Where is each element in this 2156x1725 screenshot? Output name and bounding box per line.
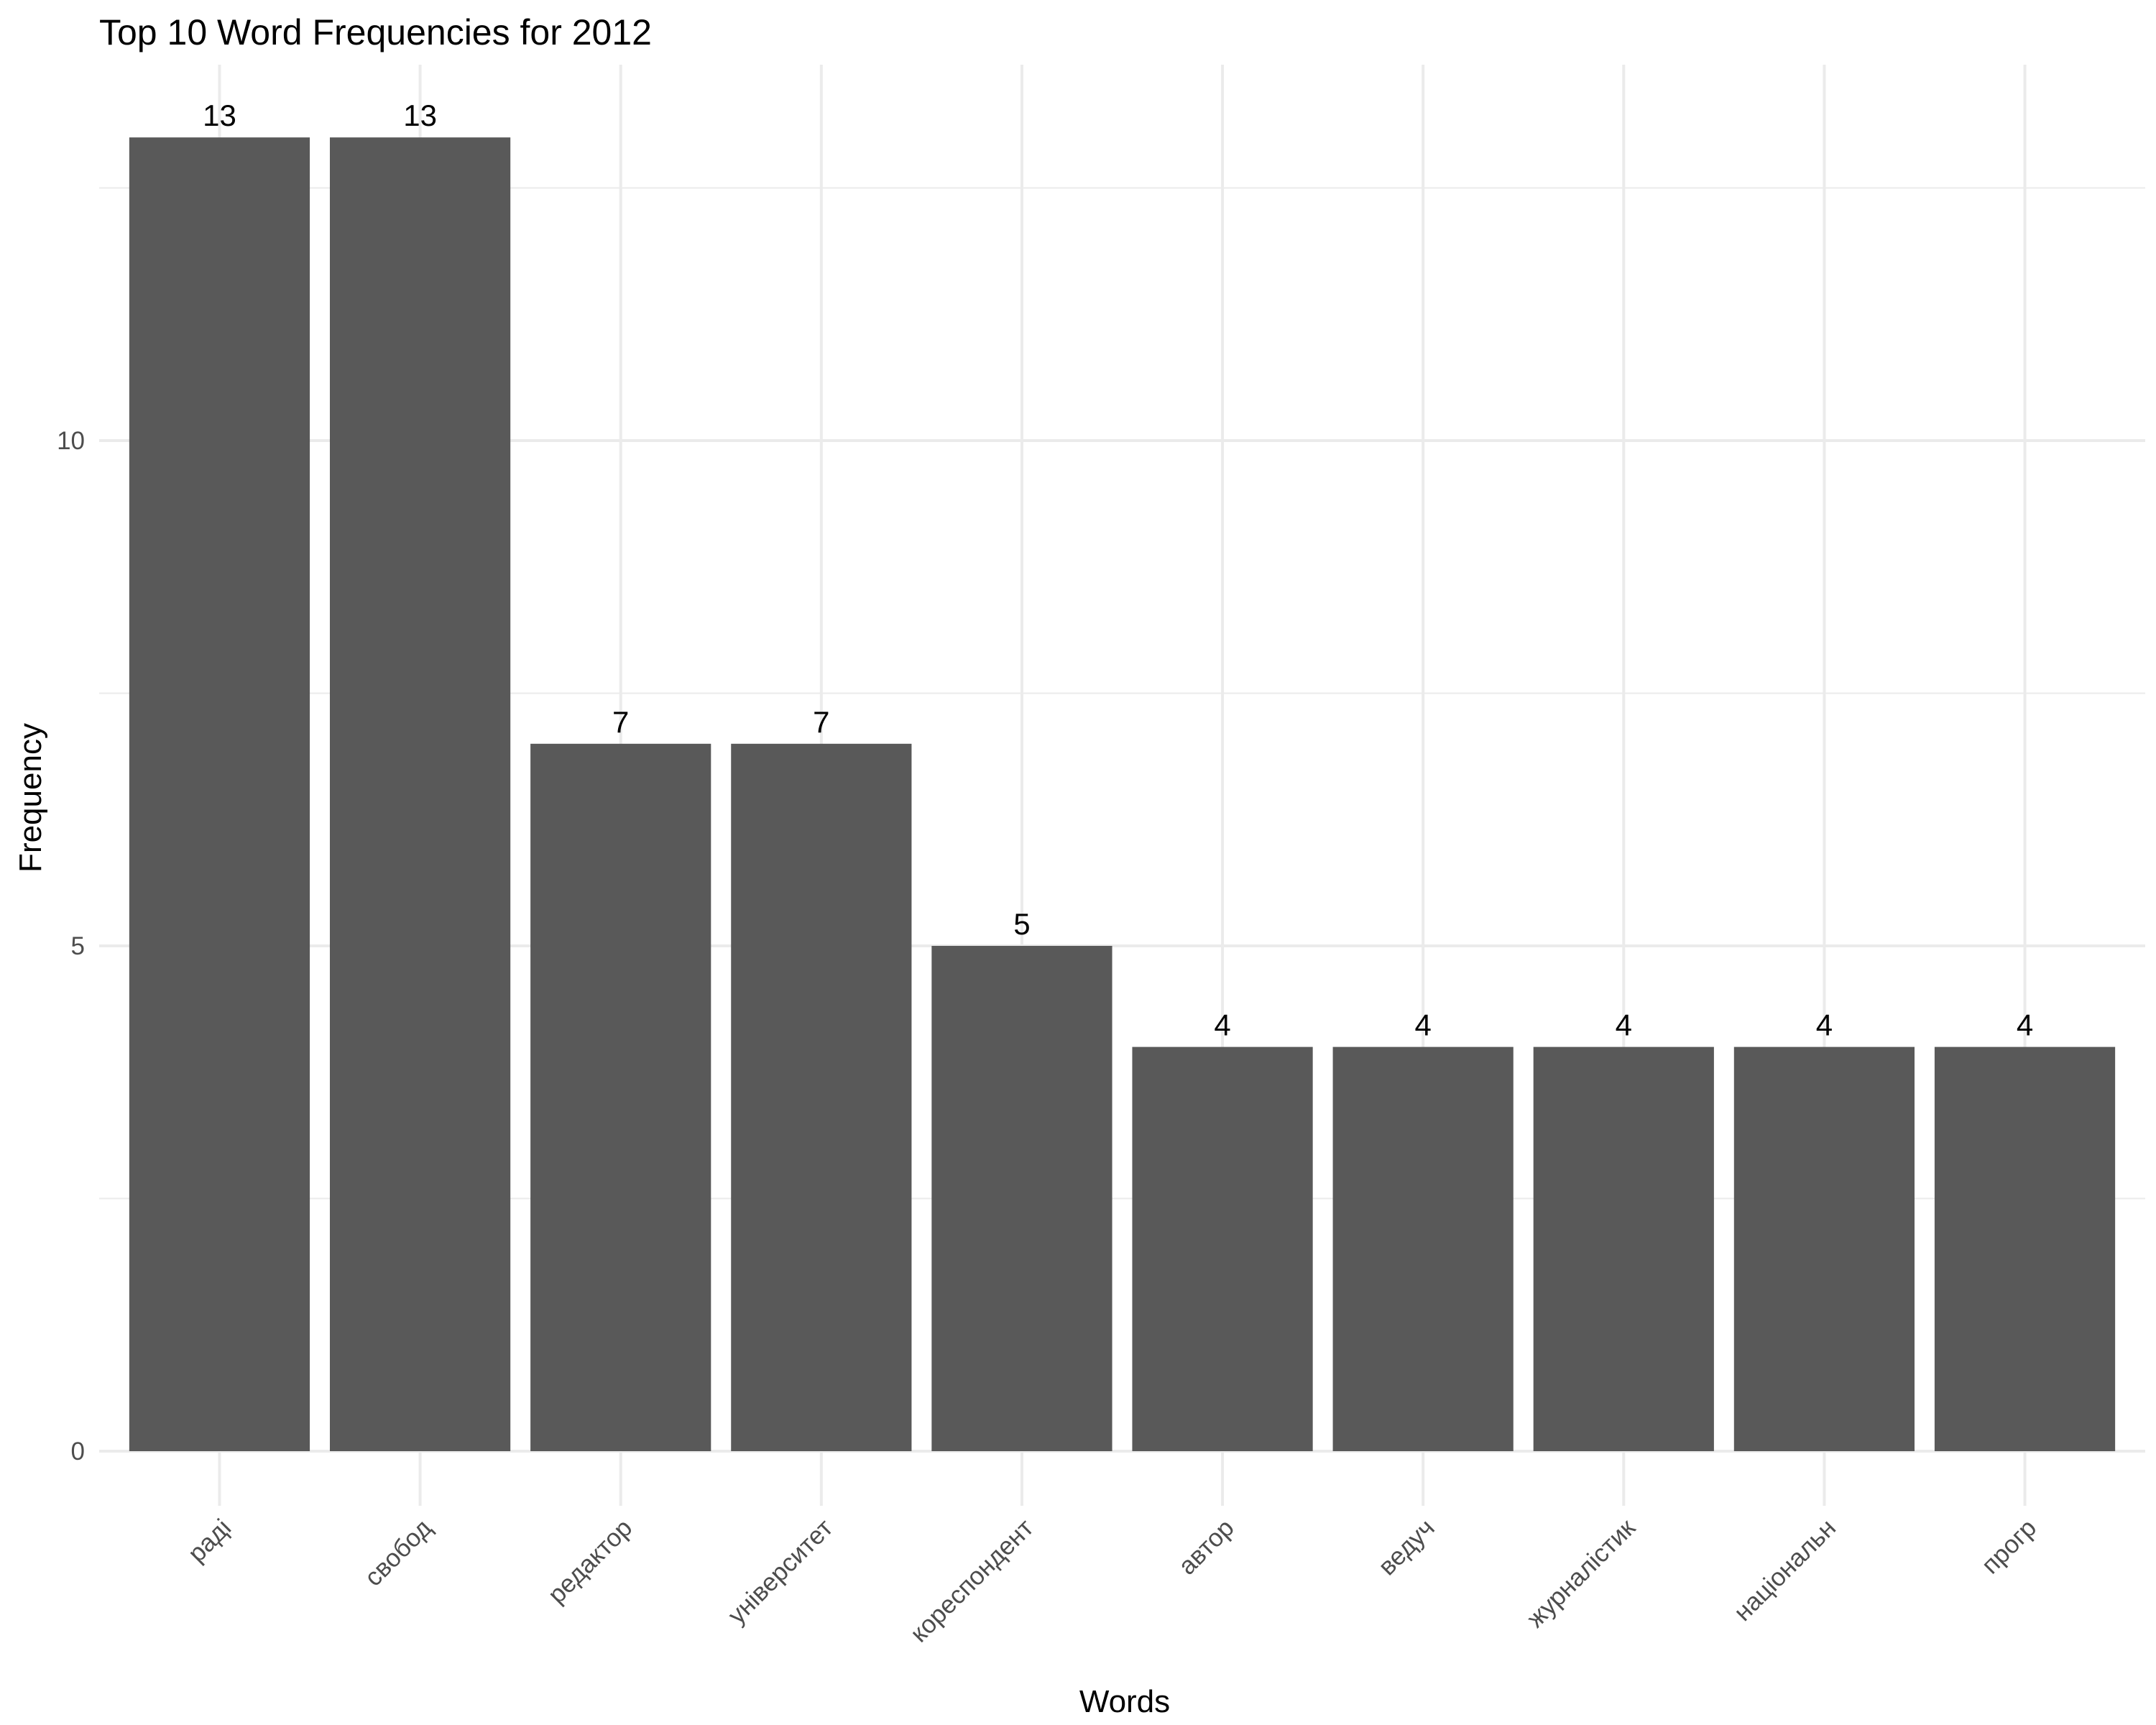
bar-3 [530, 743, 711, 1451]
bar-2 [329, 137, 511, 1452]
x-tick-label: ведуч [1373, 1514, 1439, 1581]
x-axis-ticks: раді свобод редактор університет кореспонден… [183, 1514, 2042, 1648]
y-axis-title: Frequency [13, 723, 48, 873]
x-axis-title: Words [1079, 1684, 1170, 1719]
y-tick-label: 5 [71, 932, 85, 960]
data-label: 7 [813, 705, 829, 739]
y-tick-label: 0 [71, 1438, 85, 1466]
x-tick-label: університет [722, 1514, 838, 1629]
data-label: 13 [403, 98, 437, 132]
data-labels: 13 13 7 7 5 4 4 4 4 4 [203, 98, 2033, 1041]
x-tick-label: кореспондент [905, 1514, 1038, 1647]
data-label: 13 [203, 98, 236, 132]
bar-4 [731, 743, 912, 1451]
bar-5 [931, 946, 1112, 1451]
bar-6 [1132, 1046, 1313, 1451]
bar-8 [1533, 1046, 1714, 1451]
x-tick-label: раді [183, 1514, 236, 1568]
x-tick-label: прогр [1976, 1514, 2042, 1579]
data-label: 4 [1616, 1008, 1632, 1042]
data-label: 5 [1013, 907, 1030, 941]
data-label: 7 [612, 705, 629, 739]
x-tick-label: автор [1173, 1514, 1240, 1581]
bar-1 [129, 137, 310, 1452]
bar-7 [1332, 1046, 1514, 1451]
x-tick-label: національн [1728, 1514, 1841, 1627]
data-label: 4 [2017, 1008, 2033, 1042]
y-tick-label: 10 [57, 427, 85, 455]
chart-title: Top 10 Word Frequencies for 2012 [99, 12, 652, 52]
x-tick-label: свобод [359, 1514, 437, 1591]
data-label: 4 [1214, 1008, 1230, 1042]
bars [129, 137, 2116, 1452]
x-tick-label: журналістик [1521, 1514, 1641, 1633]
x-tick-label: редактор [543, 1514, 637, 1609]
bar-10 [1934, 1046, 2116, 1451]
y-axis-ticks: 0 5 10 [57, 427, 85, 1466]
data-label: 4 [1414, 1008, 1431, 1042]
data-label: 4 [1816, 1008, 1833, 1042]
bar-9 [1733, 1046, 1915, 1451]
